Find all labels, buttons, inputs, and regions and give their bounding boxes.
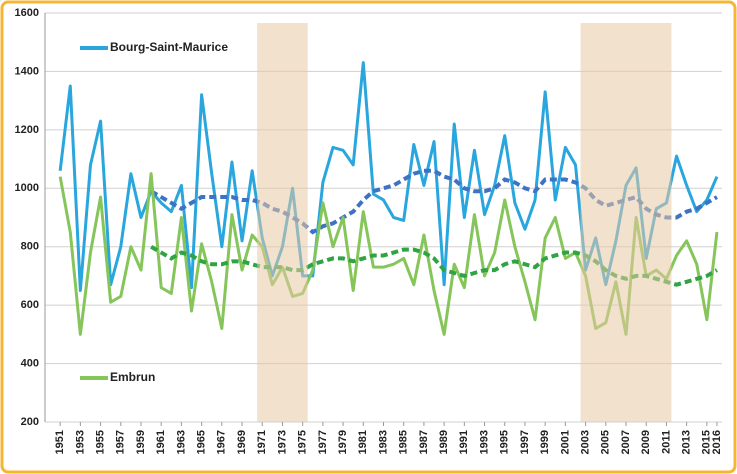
x-tick-label: 2009 (640, 430, 652, 454)
y-tick-label: 400 (21, 357, 39, 369)
legend-label: Bourg-Saint-Maurice (110, 40, 228, 54)
x-tick-label: 1967 (216, 430, 228, 454)
x-tick-label: 2016 (711, 430, 723, 454)
x-tick-label: 2013 (681, 430, 693, 454)
x-tick-label: 1979 (337, 430, 349, 454)
x-tick-label: 1973 (276, 430, 288, 454)
x-tick-label: 2001 (559, 430, 571, 454)
y-tick-label: 200 (21, 416, 39, 428)
x-tick-label: 1961 (155, 430, 167, 454)
y-tick-label: 1600 (15, 7, 39, 19)
x-tick-label: 1975 (297, 430, 309, 454)
x-tick-label: 1969 (236, 430, 248, 454)
x-tick-label: 1971 (256, 430, 268, 454)
x-tick-label: 1997 (519, 430, 531, 454)
x-tick-label: 1981 (357, 430, 369, 454)
x-tick-label: 2011 (660, 430, 672, 454)
x-tick-label: 1993 (478, 430, 490, 454)
shaded-period (257, 23, 308, 422)
x-tick-label: 2003 (579, 430, 591, 454)
x-tick-label: 1983 (377, 430, 389, 454)
legend-label: Embrun (110, 370, 155, 384)
x-tick-label: 1951 (54, 430, 66, 454)
x-tick-label: 1985 (398, 430, 410, 454)
y-tick-label: 1000 (15, 182, 39, 194)
x-tick-label: 2005 (600, 430, 612, 454)
x-tick-label: 1991 (458, 430, 470, 454)
x-tick-label: 1995 (499, 430, 511, 454)
x-tick-label: 1977 (317, 430, 329, 454)
x-tick-label: 1965 (196, 430, 208, 454)
x-tick-label: 2007 (620, 430, 632, 454)
y-tick-label: 1200 (15, 124, 39, 136)
x-tick-label: 2015 (701, 430, 713, 454)
x-tick-label: 1955 (94, 430, 106, 454)
x-tick-label: 1957 (115, 430, 127, 454)
y-tick-label: 1400 (15, 65, 39, 77)
shaded-period (580, 23, 672, 422)
x-tick-label: 1987 (418, 430, 430, 454)
x-tick-label: 1953 (74, 430, 86, 454)
y-tick-label: 600 (21, 299, 39, 311)
x-tick-label: 1999 (539, 430, 551, 454)
y-tick-label: 800 (21, 241, 39, 253)
x-tick-label: 1963 (175, 430, 187, 454)
x-tick-label: 1959 (135, 430, 147, 454)
x-tick-label: 1989 (438, 430, 450, 454)
